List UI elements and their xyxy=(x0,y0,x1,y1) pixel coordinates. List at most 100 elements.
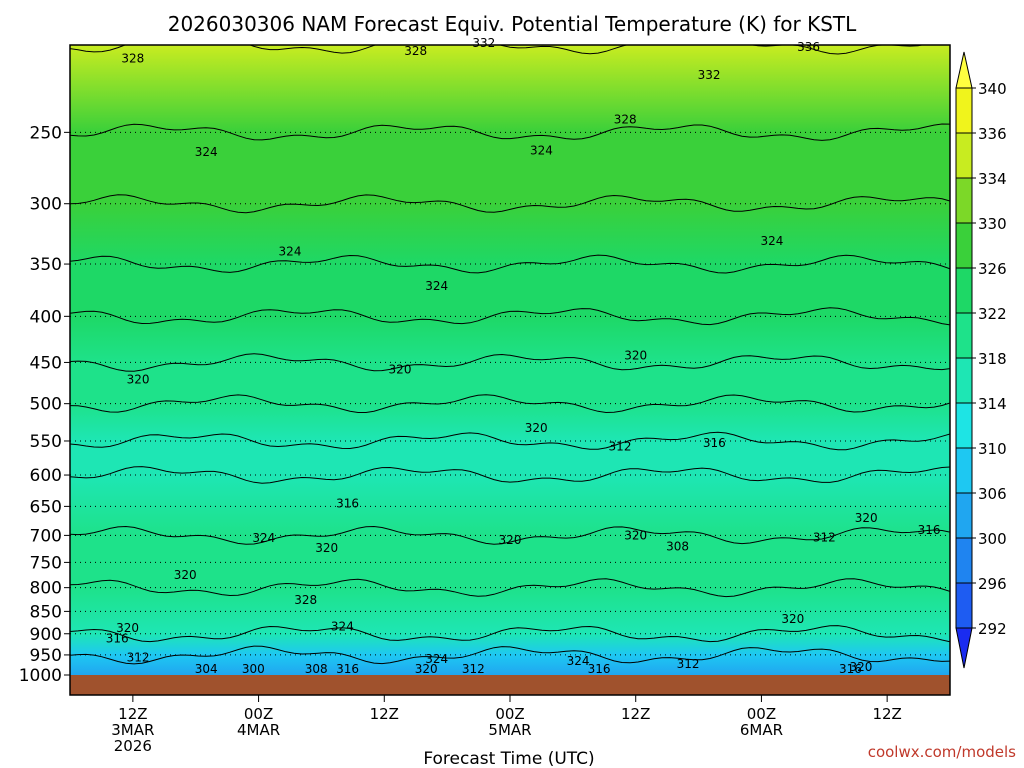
y-axis: 250 300 350 400 450 500 550 600 650 700 750 800 850 9… xyxy=(19,123,70,686)
y-tick-label: 300 xyxy=(30,195,62,215)
colorbar-top-arrow xyxy=(955,51,973,89)
colorbar: 340 336 334 330 326 322 318 314 310 306 300 296 292 xyxy=(955,51,1007,669)
contour-value-label: 320 xyxy=(624,528,647,542)
x-tick-label: 6MAR xyxy=(740,721,783,739)
contour-value-label: 316 xyxy=(106,632,129,646)
gridlines xyxy=(70,131,950,656)
colorbar-label: 300 xyxy=(978,530,1007,548)
contour-line xyxy=(70,578,950,598)
x-tick-label: 4MAR xyxy=(237,721,280,739)
colorbar-segment xyxy=(955,177,973,224)
colorbar-label: 326 xyxy=(978,260,1007,278)
colorbar-segment xyxy=(955,402,973,449)
y-tick-label: 450 xyxy=(30,353,62,373)
contour-value-label: 328 xyxy=(121,51,144,65)
contour-value-label: 324 xyxy=(425,652,448,666)
contour-value-label: 332 xyxy=(472,36,495,50)
contour-value-label: 336 xyxy=(797,40,820,54)
contour-value-label: 320 xyxy=(116,621,139,635)
contour-line xyxy=(70,45,925,55)
contour-value-label: 324 xyxy=(530,144,553,158)
y-tick-label: 700 xyxy=(30,526,62,546)
colorbar-segment xyxy=(955,267,973,314)
contour-value-label: 312 xyxy=(813,531,836,545)
y-tick-label: 650 xyxy=(30,497,62,517)
y-tick-label: 850 xyxy=(30,602,62,622)
colorbar-segment xyxy=(955,222,973,269)
y-tick-label: 950 xyxy=(30,646,62,666)
contour-value-label: 308 xyxy=(666,539,689,553)
y-tick-label: 600 xyxy=(30,466,62,486)
contour-value-label: 324 xyxy=(331,619,354,633)
contour-value-label: 324 xyxy=(567,654,590,668)
x-tick-label: 00Z xyxy=(244,705,273,723)
contour-value-label: 316 xyxy=(703,436,726,450)
colorbar-segment xyxy=(955,312,973,359)
contour-value-label: 320 xyxy=(127,372,150,386)
contour-value-label: 324 xyxy=(760,234,783,248)
contour-value-label: 328 xyxy=(404,44,427,58)
contour-value-label: 316 xyxy=(336,496,359,510)
x-tick-label: 12Z xyxy=(872,705,901,723)
contour-value-label: 300 xyxy=(242,662,265,676)
contour-value-label: 320 xyxy=(415,662,438,676)
contour-value-label: 324 xyxy=(195,145,218,159)
contour-value-label: 316 xyxy=(588,662,611,676)
contour-value-label: 320 xyxy=(525,421,548,435)
x-axis-label: Forecast Time (UTC) xyxy=(423,749,594,768)
theta-e-field xyxy=(70,45,950,675)
y-tick-label: 1000 xyxy=(19,666,62,686)
x-tick-label: 5MAR xyxy=(488,721,531,739)
contour-value-label: 320 xyxy=(849,660,872,674)
contour-value-label: 320 xyxy=(624,348,647,362)
contour-line xyxy=(70,525,950,545)
contour-value-label: 316 xyxy=(918,523,941,537)
colorbar-segment xyxy=(955,447,973,494)
contour-line xyxy=(70,431,950,451)
contour-line xyxy=(70,625,950,643)
contour-value-label: 308 xyxy=(305,662,328,676)
contour-value-label: 320 xyxy=(315,541,338,555)
colorbar-segment xyxy=(955,357,973,404)
colorbar-label: 292 xyxy=(978,620,1007,638)
contour-line xyxy=(70,645,950,665)
y-tick-label: 500 xyxy=(30,395,62,415)
x-tick-label: 3MAR xyxy=(111,721,154,739)
contour-value-label: 316 xyxy=(336,662,359,676)
x-tick-label: 12Z xyxy=(621,705,650,723)
contour-value-label: 304 xyxy=(195,662,218,676)
y-tick-label: 900 xyxy=(30,625,62,645)
contour-value-label: 332 xyxy=(698,68,721,82)
contour-line xyxy=(70,466,950,484)
colorbar-segment xyxy=(955,537,973,584)
colorbar-bottom-arrow xyxy=(955,627,973,669)
colorbar-label: 318 xyxy=(978,350,1007,368)
colorbar-label: 334 xyxy=(978,170,1007,188)
colorbar-label: 340 xyxy=(978,80,1007,98)
contour-lines xyxy=(70,45,950,665)
contour-value-label: 324 xyxy=(425,279,448,293)
colorbar-label: 336 xyxy=(978,125,1007,143)
contour-value-label: 320 xyxy=(499,533,522,547)
x-tick-label: 00Z xyxy=(495,705,524,723)
colorbar-label: 296 xyxy=(978,575,1007,593)
y-tick-label: 550 xyxy=(30,432,62,452)
colorbar-label: 330 xyxy=(978,215,1007,233)
contour-value-label: 312 xyxy=(462,662,485,676)
contour-value-label: 320 xyxy=(389,362,412,376)
contour-value-label: 324 xyxy=(279,245,302,259)
contour-line xyxy=(70,254,950,274)
colorbar-label: 314 xyxy=(978,395,1007,413)
ground-surface xyxy=(70,675,950,695)
contour-line xyxy=(70,123,950,141)
colorbar-segment xyxy=(955,582,973,629)
contour-value-label: 320 xyxy=(855,511,878,525)
contour-value-label: 320 xyxy=(781,612,804,626)
colorbar-label: 310 xyxy=(978,440,1007,458)
y-tick-label: 400 xyxy=(30,307,62,327)
credit-text: coolwx.com/models xyxy=(868,743,1016,761)
